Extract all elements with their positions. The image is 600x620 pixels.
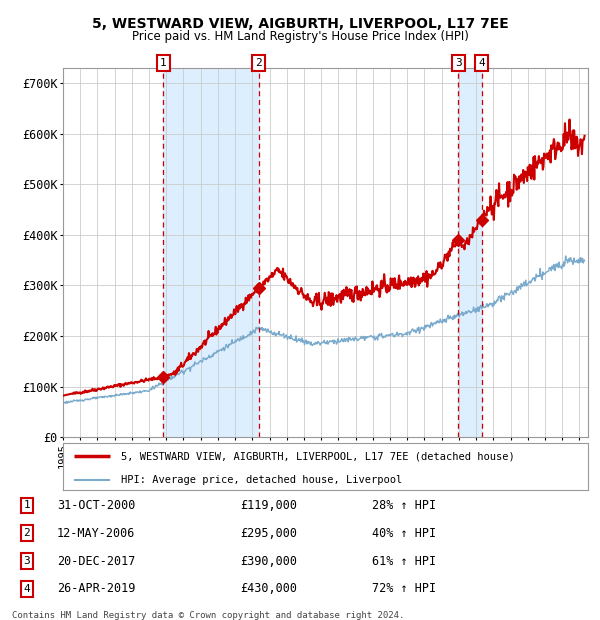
- Text: £430,000: £430,000: [240, 583, 297, 595]
- Text: 4: 4: [23, 584, 31, 594]
- Text: 26-APR-2019: 26-APR-2019: [57, 583, 136, 595]
- Text: 2: 2: [255, 58, 262, 68]
- Text: 3: 3: [455, 58, 462, 68]
- Bar: [163, 68, 259, 437]
- Text: £119,000: £119,000: [240, 499, 297, 511]
- Text: 61% ↑ HPI: 61% ↑ HPI: [372, 555, 436, 567]
- Text: 2: 2: [23, 528, 31, 538]
- Bar: [458, 68, 482, 437]
- Text: 5, WESTWARD VIEW, AIGBURTH, LIVERPOOL, L17 7EE: 5, WESTWARD VIEW, AIGBURTH, LIVERPOOL, L…: [92, 17, 508, 31]
- Text: HPI: Average price, detached house, Liverpool: HPI: Average price, detached house, Live…: [121, 474, 402, 485]
- Text: £390,000: £390,000: [240, 555, 297, 567]
- Text: 4: 4: [478, 58, 485, 68]
- Text: Price paid vs. HM Land Registry's House Price Index (HPI): Price paid vs. HM Land Registry's House …: [131, 30, 469, 43]
- Text: 28% ↑ HPI: 28% ↑ HPI: [372, 499, 436, 511]
- Text: 72% ↑ HPI: 72% ↑ HPI: [372, 583, 436, 595]
- Text: 40% ↑ HPI: 40% ↑ HPI: [372, 527, 436, 539]
- Text: 31-OCT-2000: 31-OCT-2000: [57, 499, 136, 511]
- Text: Contains HM Land Registry data © Crown copyright and database right 2024.: Contains HM Land Registry data © Crown c…: [12, 611, 404, 620]
- Text: 5, WESTWARD VIEW, AIGBURTH, LIVERPOOL, L17 7EE (detached house): 5, WESTWARD VIEW, AIGBURTH, LIVERPOOL, L…: [121, 451, 515, 461]
- Text: 20-DEC-2017: 20-DEC-2017: [57, 555, 136, 567]
- Text: 1: 1: [23, 500, 31, 510]
- Text: £295,000: £295,000: [240, 527, 297, 539]
- Text: 3: 3: [23, 556, 31, 566]
- Text: 12-MAY-2006: 12-MAY-2006: [57, 527, 136, 539]
- Text: 1: 1: [160, 58, 167, 68]
